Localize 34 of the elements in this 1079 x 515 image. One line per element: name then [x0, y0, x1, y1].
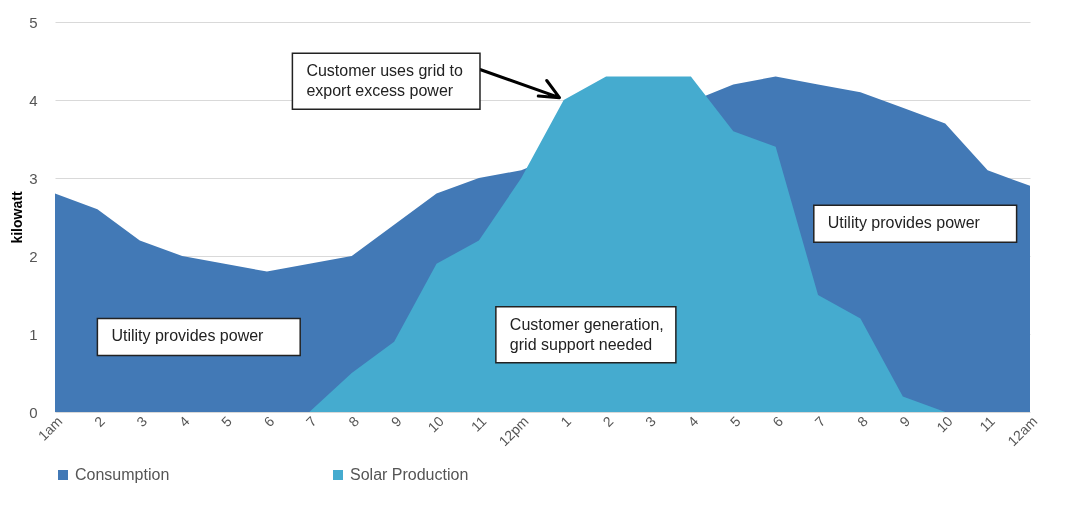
y-tick-label: 4 [29, 91, 38, 109]
y-axis-title: kilowatt [9, 191, 26, 244]
y-tick-label: 1 [29, 325, 38, 343]
x-tick-label: 6 [769, 412, 787, 430]
x-tick-label: 8 [345, 412, 363, 430]
x-tick-label: 11 [976, 412, 999, 435]
x-tick-label: 2 [90, 412, 108, 430]
x-tick-label: 4 [684, 412, 702, 430]
annotation: Customer generation, grid support needed [509, 315, 664, 353]
x-tick-label: 2 [599, 412, 617, 430]
x-tick-label: 6 [260, 412, 278, 430]
legend-label: Solar Production [350, 466, 469, 483]
x-tick-label: 4 [175, 412, 193, 430]
x-tick-label: 7 [302, 412, 320, 430]
annotation: Utility provides power [111, 327, 265, 345]
x-tick-label: 10 [424, 412, 448, 436]
y-tick-label: 0 [29, 403, 38, 421]
x-tick-label: 9 [387, 412, 405, 430]
x-tick-label: 5 [218, 412, 236, 430]
x-tick-label: 3 [133, 412, 151, 430]
legend-label: Consumption [75, 466, 170, 483]
y-tick-label: 5 [29, 13, 38, 31]
x-tick-label: 7 [811, 412, 829, 430]
x-tick-label: 11 [467, 412, 490, 435]
x-tick-label: 10 [933, 412, 956, 436]
x-tick-label: 5 [726, 412, 744, 430]
x-tick-label: 1 [557, 412, 575, 430]
y-tick-label: 2 [29, 247, 38, 265]
x-tick-label: 3 [642, 412, 660, 430]
annotation: Customer uses grid to export excess power [306, 62, 463, 100]
y-tick-label: 3 [29, 169, 38, 187]
x-tick-label: 8 [854, 412, 871, 430]
annotation: Utility provides power [827, 214, 981, 232]
x-tick-label: 9 [896, 412, 914, 430]
